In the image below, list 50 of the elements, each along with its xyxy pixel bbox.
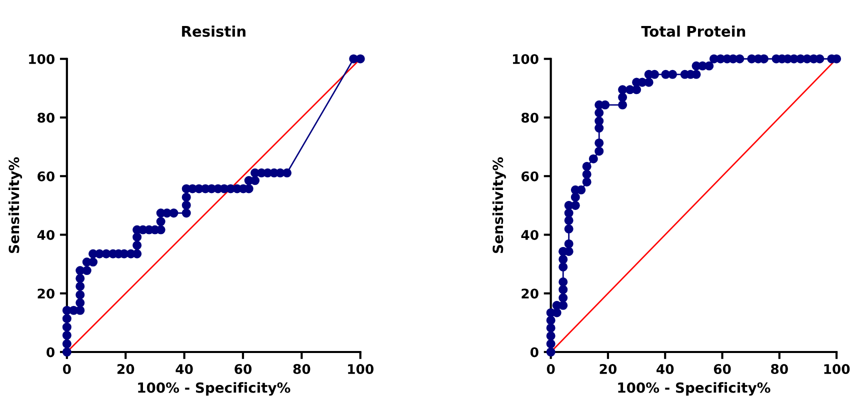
y-tick-label: 20	[38, 288, 54, 299]
x-tick-label: 100	[824, 364, 850, 374]
point	[76, 298, 85, 308]
y-tick-label: 80	[521, 112, 538, 123]
point	[62, 314, 72, 324]
point	[82, 266, 92, 276]
point	[62, 339, 72, 348]
point	[250, 176, 260, 186]
x-tick-label: 100	[348, 364, 374, 374]
point	[282, 168, 292, 178]
point	[88, 257, 98, 267]
x-tick-label: 60	[714, 364, 731, 374]
y-tick-label: 0	[46, 347, 54, 358]
y-tick-label: 40	[521, 230, 538, 240]
point	[62, 322, 72, 332]
point	[76, 306, 85, 315]
x-tick-label: 0	[546, 364, 555, 374]
point	[156, 217, 166, 226]
y-tick-label: 0	[530, 347, 538, 358]
x-tick-label: 60	[234, 364, 252, 374]
point	[76, 274, 85, 283]
y-tick-label: 100	[512, 54, 538, 64]
point	[182, 208, 191, 218]
point	[132, 240, 142, 250]
y-axis-title: Sensitivity%	[8, 157, 22, 254]
chart-title: Resistin	[182, 26, 246, 37]
x-tick-label: 80	[293, 364, 310, 374]
y-tick-label: 60	[38, 171, 54, 182]
point	[132, 232, 142, 242]
chart-title: Total Protein	[641, 26, 746, 37]
x-tick-label: 0	[62, 364, 71, 374]
y-axis-title: Sensitivity%	[492, 157, 506, 254]
y-tick-label: 80	[38, 112, 54, 123]
x-tick-label: 20	[600, 364, 617, 374]
x-tick-label: 40	[656, 364, 674, 374]
x-axis-title: 100% - Specificity%	[618, 382, 770, 396]
point	[169, 208, 178, 218]
point	[62, 330, 72, 340]
x-tick-label: 80	[771, 364, 788, 374]
y-tick-label: 60	[521, 171, 538, 182]
point	[76, 282, 85, 291]
y-tick-label: 40	[37, 230, 54, 240]
y-tick-label: 20	[522, 288, 538, 299]
x-axis-title: 100% - Specificity%	[138, 382, 290, 396]
point	[182, 200, 191, 210]
point	[76, 290, 85, 300]
x-tick-label: 40	[176, 364, 193, 374]
x-tick-label: 20	[117, 364, 134, 374]
y-tick-label: 100	[29, 54, 54, 64]
point	[182, 192, 191, 202]
